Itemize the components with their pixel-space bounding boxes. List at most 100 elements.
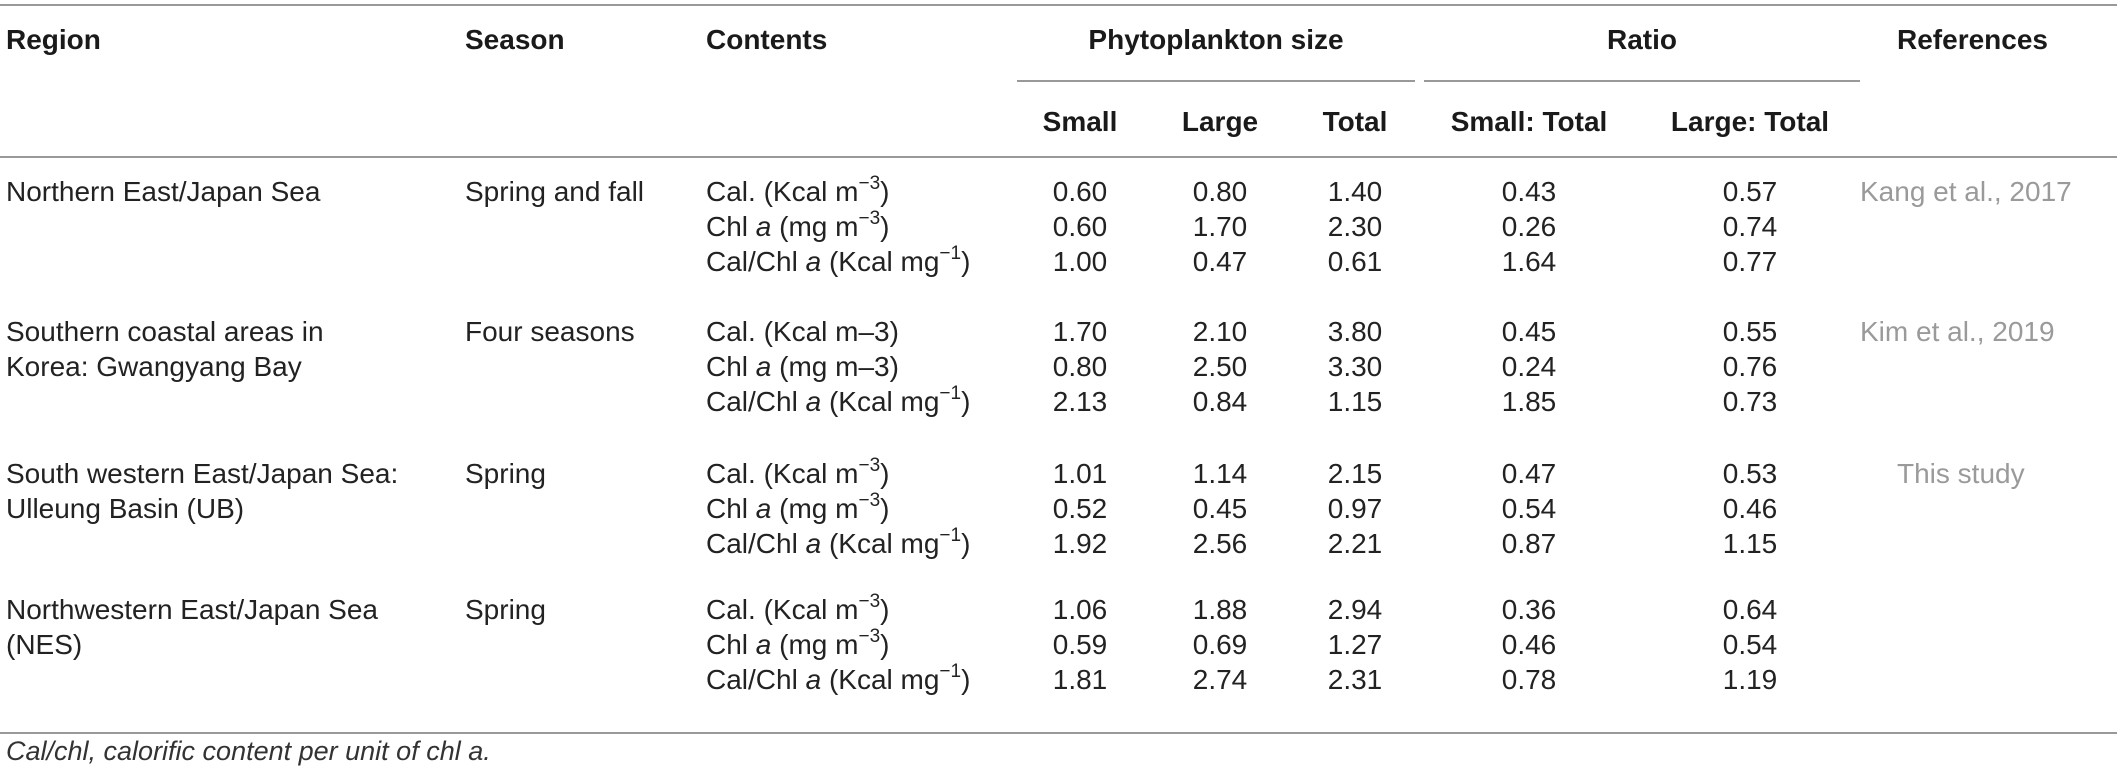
header-contents: Contents bbox=[706, 24, 828, 55]
header-phytoplankton-size: Phytoplankton size bbox=[1088, 24, 1344, 55]
value-cell-small-total: 1.85 bbox=[1501, 386, 1557, 417]
value-cell-total: 3.30 bbox=[1327, 351, 1383, 382]
value-cell-large-total: 1.15 bbox=[1722, 528, 1778, 559]
value-cell-small: 1.01 bbox=[1052, 458, 1108, 489]
value-cell-large-total: 0.76 bbox=[1722, 351, 1778, 382]
ratio-underline bbox=[1424, 80, 1860, 82]
value-cell-total: 1.27 bbox=[1327, 629, 1383, 660]
region-cell: Northwestern East/Japan Sea bbox=[6, 594, 378, 625]
contents-text: (Kcal mg bbox=[821, 528, 940, 559]
header-references: References bbox=[1897, 24, 2048, 55]
contents-superscript: −3 bbox=[858, 454, 881, 476]
contents-cell: Cal/Chl a (Kcal mg−1) bbox=[706, 244, 970, 280]
value-cell-small-total: 1.64 bbox=[1501, 246, 1557, 277]
contents-superscript: −3 bbox=[858, 590, 881, 612]
value-cell-small-total: 0.46 bbox=[1501, 629, 1557, 660]
value-cell-small: 0.60 bbox=[1052, 176, 1108, 207]
contents-text: Cal/Chl bbox=[706, 246, 806, 277]
region-cell: Southern coastal areas in bbox=[6, 316, 324, 347]
contents-text: Cal. (Kcal m bbox=[706, 176, 859, 207]
region-cell: Korea: Gwangyang Bay bbox=[6, 351, 302, 382]
value-cell-large-total: 0.53 bbox=[1722, 458, 1778, 489]
value-cell-small: 2.13 bbox=[1052, 386, 1108, 417]
contents-cell: Chl a (mg m−3) bbox=[706, 627, 889, 663]
contents-superscript: −3 bbox=[858, 489, 881, 511]
value-cell-large-total: 0.46 bbox=[1722, 493, 1778, 524]
contents-cell: Cal. (Kcal m−3) bbox=[706, 174, 889, 210]
contents-text: ) bbox=[880, 594, 890, 625]
contents-superscript: −1 bbox=[939, 660, 962, 682]
contents-cell: Cal/Chl a (Kcal mg−1) bbox=[706, 662, 970, 698]
value-cell-small-total: 0.24 bbox=[1501, 351, 1557, 382]
contents-text: ) bbox=[961, 386, 971, 417]
contents-cell: Cal. (Kcal m–3) bbox=[706, 314, 899, 350]
contents-text: (mg m bbox=[771, 493, 859, 524]
header-total: Total bbox=[1322, 106, 1388, 137]
contents-text: Cal/Chl bbox=[706, 528, 806, 559]
value-cell-total: 1.40 bbox=[1327, 176, 1383, 207]
contents-superscript: −3 bbox=[858, 172, 881, 194]
value-cell-large: 2.74 bbox=[1192, 664, 1248, 695]
contents-cell: Chl a (mg m−3) bbox=[706, 491, 889, 527]
contents-italic: a bbox=[805, 246, 822, 277]
contents-cell: Cal. (Kcal m−3) bbox=[706, 592, 889, 628]
value-cell-large: 2.10 bbox=[1192, 316, 1248, 347]
header-small: Small bbox=[1042, 106, 1118, 137]
contents-cell: Cal/Chl a (Kcal mg−1) bbox=[706, 526, 970, 562]
contents-text: ) bbox=[961, 528, 971, 559]
contents-text: (mg m–3) bbox=[771, 351, 899, 382]
contents-text: ) bbox=[880, 493, 890, 524]
value-cell-large: 1.70 bbox=[1192, 211, 1248, 242]
value-cell-large-total: 1.19 bbox=[1722, 664, 1778, 695]
value-cell-total: 0.97 bbox=[1327, 493, 1383, 524]
value-cell-large: 2.50 bbox=[1192, 351, 1248, 382]
contents-italic: a bbox=[805, 386, 822, 417]
value-cell-large: 0.45 bbox=[1192, 493, 1248, 524]
reference-cell: Kim et al., 2019 bbox=[1860, 316, 2055, 347]
region-cell: (NES) bbox=[6, 629, 83, 660]
value-cell-large: 1.14 bbox=[1192, 458, 1248, 489]
contents-italic: a bbox=[755, 211, 772, 242]
value-cell-small: 1.06 bbox=[1052, 594, 1108, 625]
value-cell-large: 0.47 bbox=[1192, 246, 1248, 277]
table-footnote: Cal/chl, calorific content per unit of c… bbox=[6, 736, 491, 766]
table-top-rule bbox=[0, 4, 2117, 6]
contents-cell: Cal. (Kcal m−3) bbox=[706, 456, 889, 492]
value-cell-total: 0.61 bbox=[1327, 246, 1383, 277]
value-cell-total: 2.15 bbox=[1327, 458, 1383, 489]
contents-text: ) bbox=[880, 176, 890, 207]
contents-superscript: −1 bbox=[939, 382, 962, 404]
value-cell-large-total: 0.77 bbox=[1722, 246, 1778, 277]
value-cell-total: 2.30 bbox=[1327, 211, 1383, 242]
value-cell-large: 0.69 bbox=[1192, 629, 1248, 660]
header-large-total: Large: Total bbox=[1670, 106, 1830, 137]
contents-text: Chl bbox=[706, 351, 756, 382]
contents-cell: Chl a (mg m−3) bbox=[706, 209, 889, 245]
value-cell-large: 1.88 bbox=[1192, 594, 1248, 625]
table-bottom-rule bbox=[0, 732, 2117, 734]
contents-italic: a bbox=[755, 351, 772, 382]
value-cell-small: 0.59 bbox=[1052, 629, 1108, 660]
value-cell-large: 0.84 bbox=[1192, 386, 1248, 417]
contents-cell: Cal/Chl a (Kcal mg−1) bbox=[706, 384, 970, 420]
contents-text: (Kcal mg bbox=[821, 664, 940, 695]
contents-text: Chl bbox=[706, 493, 756, 524]
reference-cell: Kang et al., 2017 bbox=[1860, 176, 2072, 207]
value-cell-small-total: 0.36 bbox=[1501, 594, 1557, 625]
contents-text: (mg m bbox=[771, 629, 859, 660]
value-cell-small: 0.80 bbox=[1052, 351, 1108, 382]
value-cell-large-total: 0.64 bbox=[1722, 594, 1778, 625]
header-large: Large bbox=[1181, 106, 1259, 137]
contents-italic: a bbox=[805, 528, 822, 559]
contents-italic: a bbox=[755, 629, 772, 660]
region-cell: Ulleung Basin (UB) bbox=[6, 493, 245, 524]
reference-cell: This study bbox=[1897, 458, 2025, 489]
value-cell-large-total: 0.73 bbox=[1722, 386, 1778, 417]
value-cell-total: 2.94 bbox=[1327, 594, 1383, 625]
contents-text: Cal. (Kcal m bbox=[706, 458, 859, 489]
contents-cell: Chl a (mg m–3) bbox=[706, 349, 899, 385]
value-cell-total: 2.31 bbox=[1327, 664, 1383, 695]
header-bottom-rule bbox=[0, 156, 2117, 158]
header-region: Region bbox=[6, 24, 101, 55]
value-cell-small-total: 0.47 bbox=[1501, 458, 1557, 489]
